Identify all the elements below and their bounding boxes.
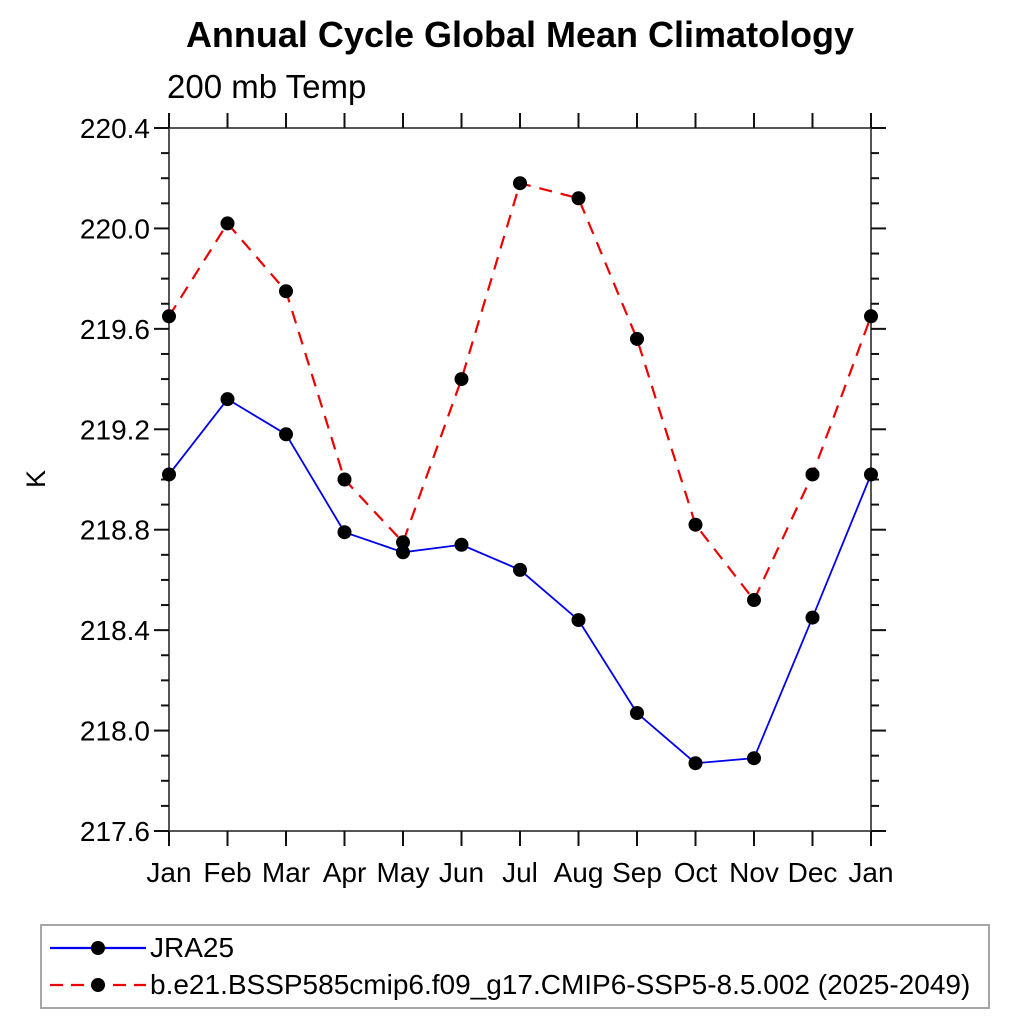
legend-item-model: b.e21.BSSP585cmip6.f09_g17.CMIP6-SSP5-8.…	[48, 967, 984, 1003]
legend-label-model: b.e21.BSSP585cmip6.f09_g17.CMIP6-SSP5-8.…	[150, 968, 971, 1000]
chart-title: Annual Cycle Global Mean Climatology	[185, 14, 855, 55]
y-tick-label: 218.8	[80, 515, 150, 546]
data-point-marker	[162, 467, 176, 482]
data-point-marker	[454, 372, 469, 387]
x-tick-label: Mar	[262, 857, 310, 888]
x-tick-label: Sep	[612, 857, 662, 888]
y-tick-label: 219.6	[80, 314, 150, 345]
data-point-marker	[805, 610, 820, 625]
legend-marker-dot	[91, 977, 105, 992]
legend-label-jra25: JRA25	[150, 932, 235, 964]
data-point-marker	[220, 392, 235, 407]
data-point-marker	[688, 517, 703, 532]
data-point-marker	[747, 593, 761, 608]
data-point-marker	[279, 427, 293, 442]
data-point-marker	[279, 284, 293, 299]
plot-frame	[168, 127, 872, 832]
data-point-marker	[220, 216, 235, 231]
x-tick-label: Feb	[203, 857, 251, 888]
legend-sample-solid-line	[50, 941, 146, 956]
data-point-marker	[571, 613, 586, 628]
data-point-marker	[513, 176, 527, 191]
x-tick-label: Jan	[146, 857, 191, 888]
y-tick-label: 220.0	[80, 213, 150, 244]
x-tick-label: Apr	[323, 857, 367, 888]
data-point-marker	[688, 756, 703, 771]
data-point-marker	[513, 562, 527, 577]
x-tick-label: Aug	[554, 857, 604, 888]
legend-item-jra25: JRA25	[48, 930, 984, 966]
data-point-marker	[630, 331, 644, 346]
data-point-marker	[864, 467, 878, 482]
x-tick-label: Jan	[848, 857, 893, 888]
y-tick-label: 219.2	[80, 414, 150, 445]
data-point-marker	[396, 535, 410, 550]
data-point-marker	[805, 467, 820, 482]
data-point-marker	[162, 309, 176, 324]
x-tick-label: Nov	[729, 857, 779, 888]
x-tick-label: May	[377, 857, 430, 888]
data-point-marker	[747, 751, 761, 766]
data-point-marker	[337, 525, 352, 540]
x-tick-label: Jul	[502, 857, 538, 888]
data-point-marker	[396, 545, 410, 560]
data-point-marker	[337, 472, 352, 487]
legend-sample-dashed-line	[50, 977, 146, 992]
y-tick-label: 218.4	[80, 615, 150, 646]
y-tick-label: 220.4	[80, 113, 150, 144]
data-point-marker	[630, 705, 644, 720]
x-tick-label: Dec	[788, 857, 838, 888]
y-tick-label: 218.0	[80, 716, 150, 747]
chart-subtitle: 200 mb Temp	[167, 68, 367, 105]
legend: JRA25 b.e21.BSSP585cmip6.f09_g17.CMIP6-S…	[40, 924, 990, 1009]
series-line-0	[168, 397, 872, 765]
x-tick-label: Oct	[674, 857, 718, 888]
data-point-marker	[571, 191, 586, 206]
y-tick-label: 217.6	[80, 816, 150, 847]
series-line-1	[168, 181, 873, 603]
data-point-marker	[454, 537, 469, 552]
legend-marker-dot	[91, 941, 105, 956]
data-point-marker	[864, 309, 878, 324]
x-tick-label: Jun	[439, 857, 484, 888]
